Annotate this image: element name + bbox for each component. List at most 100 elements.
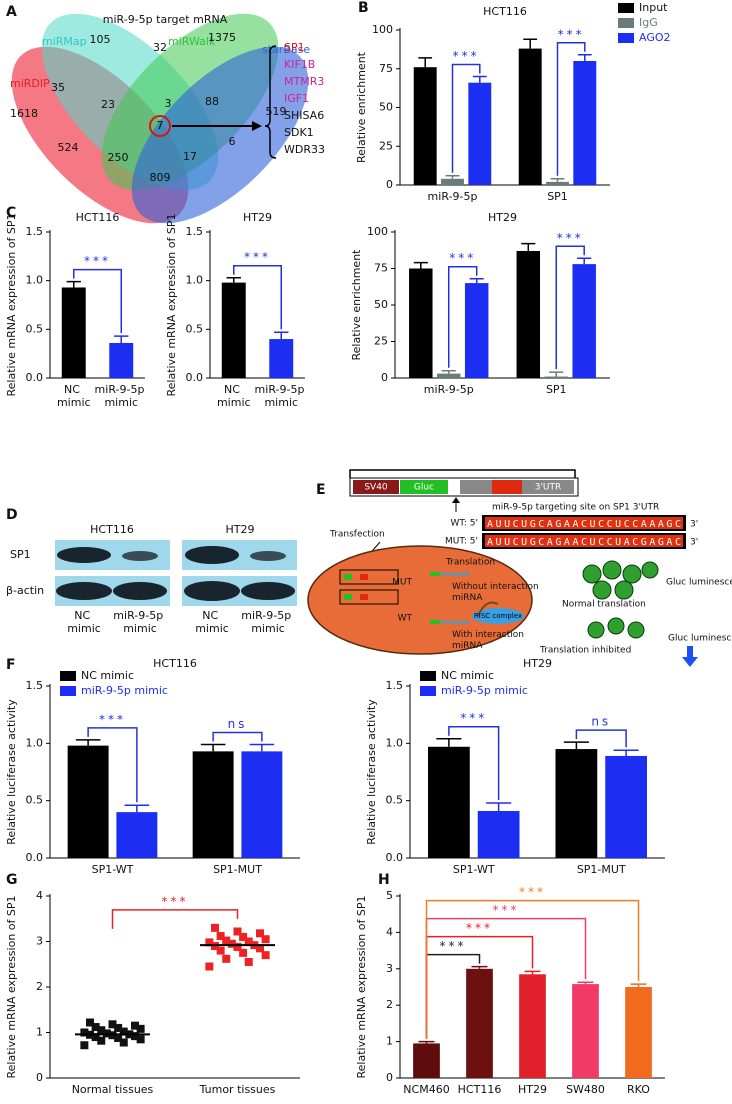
dot (131, 1032, 139, 1041)
x-tick-label: SW480 (566, 1083, 605, 1096)
y-tick-label: 1.0 (386, 736, 404, 749)
y-tick-label: 0 (386, 178, 393, 191)
panel-label: A (6, 4, 17, 20)
legend-label: miR-9-5p mimic (81, 684, 168, 697)
luciferase (602, 560, 622, 580)
significance-label: *** (558, 27, 585, 41)
normal-translation: Normal translation (562, 600, 646, 610)
y-tick-label: 1.0 (186, 274, 204, 287)
set-label: miRWalk (168, 35, 216, 48)
dot (114, 1023, 123, 1032)
luciferase (592, 580, 612, 600)
luminescence: Gluc luminescence (666, 578, 732, 588)
region-count: 3 (165, 97, 172, 110)
error-bar (486, 802, 512, 811)
panel-label: G (6, 872, 18, 888)
legend-label: AGO2 (639, 31, 671, 44)
error-bar (418, 57, 433, 68)
error-bar (472, 75, 487, 83)
significance-label: *** (466, 921, 493, 935)
panel-label: H (378, 872, 390, 888)
error-bar (523, 38, 538, 49)
gene: MTMR3 (284, 75, 324, 88)
region-count: 17 (183, 150, 197, 163)
venn-set (131, 46, 309, 224)
dot (205, 938, 214, 947)
bar (605, 755, 647, 858)
region-count: 6 (229, 135, 236, 148)
x-tick-label: miR-9-5p (424, 383, 474, 396)
bar (61, 287, 86, 378)
bar (409, 268, 433, 378)
transfection: Transfection (329, 530, 385, 540)
y-tick-label: 0 (36, 1071, 43, 1084)
panel-label: B (358, 0, 369, 16)
site-title: miR-9-5p targeting site on SP1 3'UTR (492, 503, 659, 513)
x-tick-label: SP1-WT (92, 863, 134, 876)
dot (233, 942, 242, 951)
bar (477, 810, 520, 858)
dot (222, 936, 231, 945)
band (113, 582, 167, 600)
pointer-head (452, 497, 460, 503)
y-axis-label: Relative luciferase activity (365, 699, 378, 845)
bar (441, 178, 464, 185)
legend-label: NC mimic (81, 669, 134, 682)
legend-swatch (618, 18, 634, 28)
y-tick-label: 5 (386, 889, 393, 902)
x-tick-label: SP1-MUT (577, 863, 626, 876)
error-bar (521, 242, 536, 251)
dot (91, 1023, 100, 1032)
error-bar (577, 257, 592, 265)
protein: SP1 (10, 548, 31, 561)
dot (256, 944, 264, 953)
dot (80, 1028, 89, 1037)
y-tick-label: 0.0 (186, 371, 204, 384)
set-label: miRMap (42, 35, 87, 48)
region-count: 88 (205, 95, 219, 108)
luciferase (587, 621, 605, 639)
y-tick-label: 100 (367, 225, 388, 238)
error-bar (524, 970, 541, 975)
plasmid-loop (349, 469, 576, 478)
wt: WT (398, 614, 413, 624)
dot (136, 1035, 145, 1044)
significance-label: *** (244, 250, 271, 264)
legend-swatch (618, 3, 634, 13)
legend-swatch (420, 686, 436, 696)
panel-label: C (6, 205, 16, 221)
error-bar (441, 369, 456, 374)
sv40 (353, 480, 399, 494)
dot (244, 957, 253, 966)
panel-label: D (6, 507, 18, 523)
bar (221, 282, 246, 378)
dot (80, 1041, 89, 1050)
x-tick-label: Normal tissues (72, 1083, 154, 1096)
significance-bracket (555, 245, 585, 370)
error-bar (613, 749, 639, 756)
mrna (430, 572, 470, 576)
translation: Translation (445, 558, 495, 568)
y-tick-label: 75 (379, 62, 393, 75)
region-count: 105 (90, 33, 111, 46)
dot (216, 932, 225, 941)
dot (216, 946, 225, 955)
dot (227, 939, 236, 948)
dot (91, 1033, 100, 1042)
risc-label: RISC complex (474, 612, 522, 620)
y-tick-label: 1.5 (26, 225, 44, 238)
lane-label: NC mimic (67, 609, 101, 635)
dot (205, 962, 214, 971)
element-label: Gluc (414, 483, 434, 493)
gene: WDR33 (284, 143, 325, 156)
error-bar (200, 743, 226, 752)
bar (519, 974, 546, 1078)
luciferase (622, 564, 642, 584)
band (241, 582, 295, 600)
significance-label: *** (440, 939, 467, 953)
error-bar (577, 54, 592, 61)
x-tick-label: SP1-MUT (213, 863, 262, 876)
significance-bracket (233, 264, 282, 330)
chart-title: HT29 (488, 211, 517, 224)
